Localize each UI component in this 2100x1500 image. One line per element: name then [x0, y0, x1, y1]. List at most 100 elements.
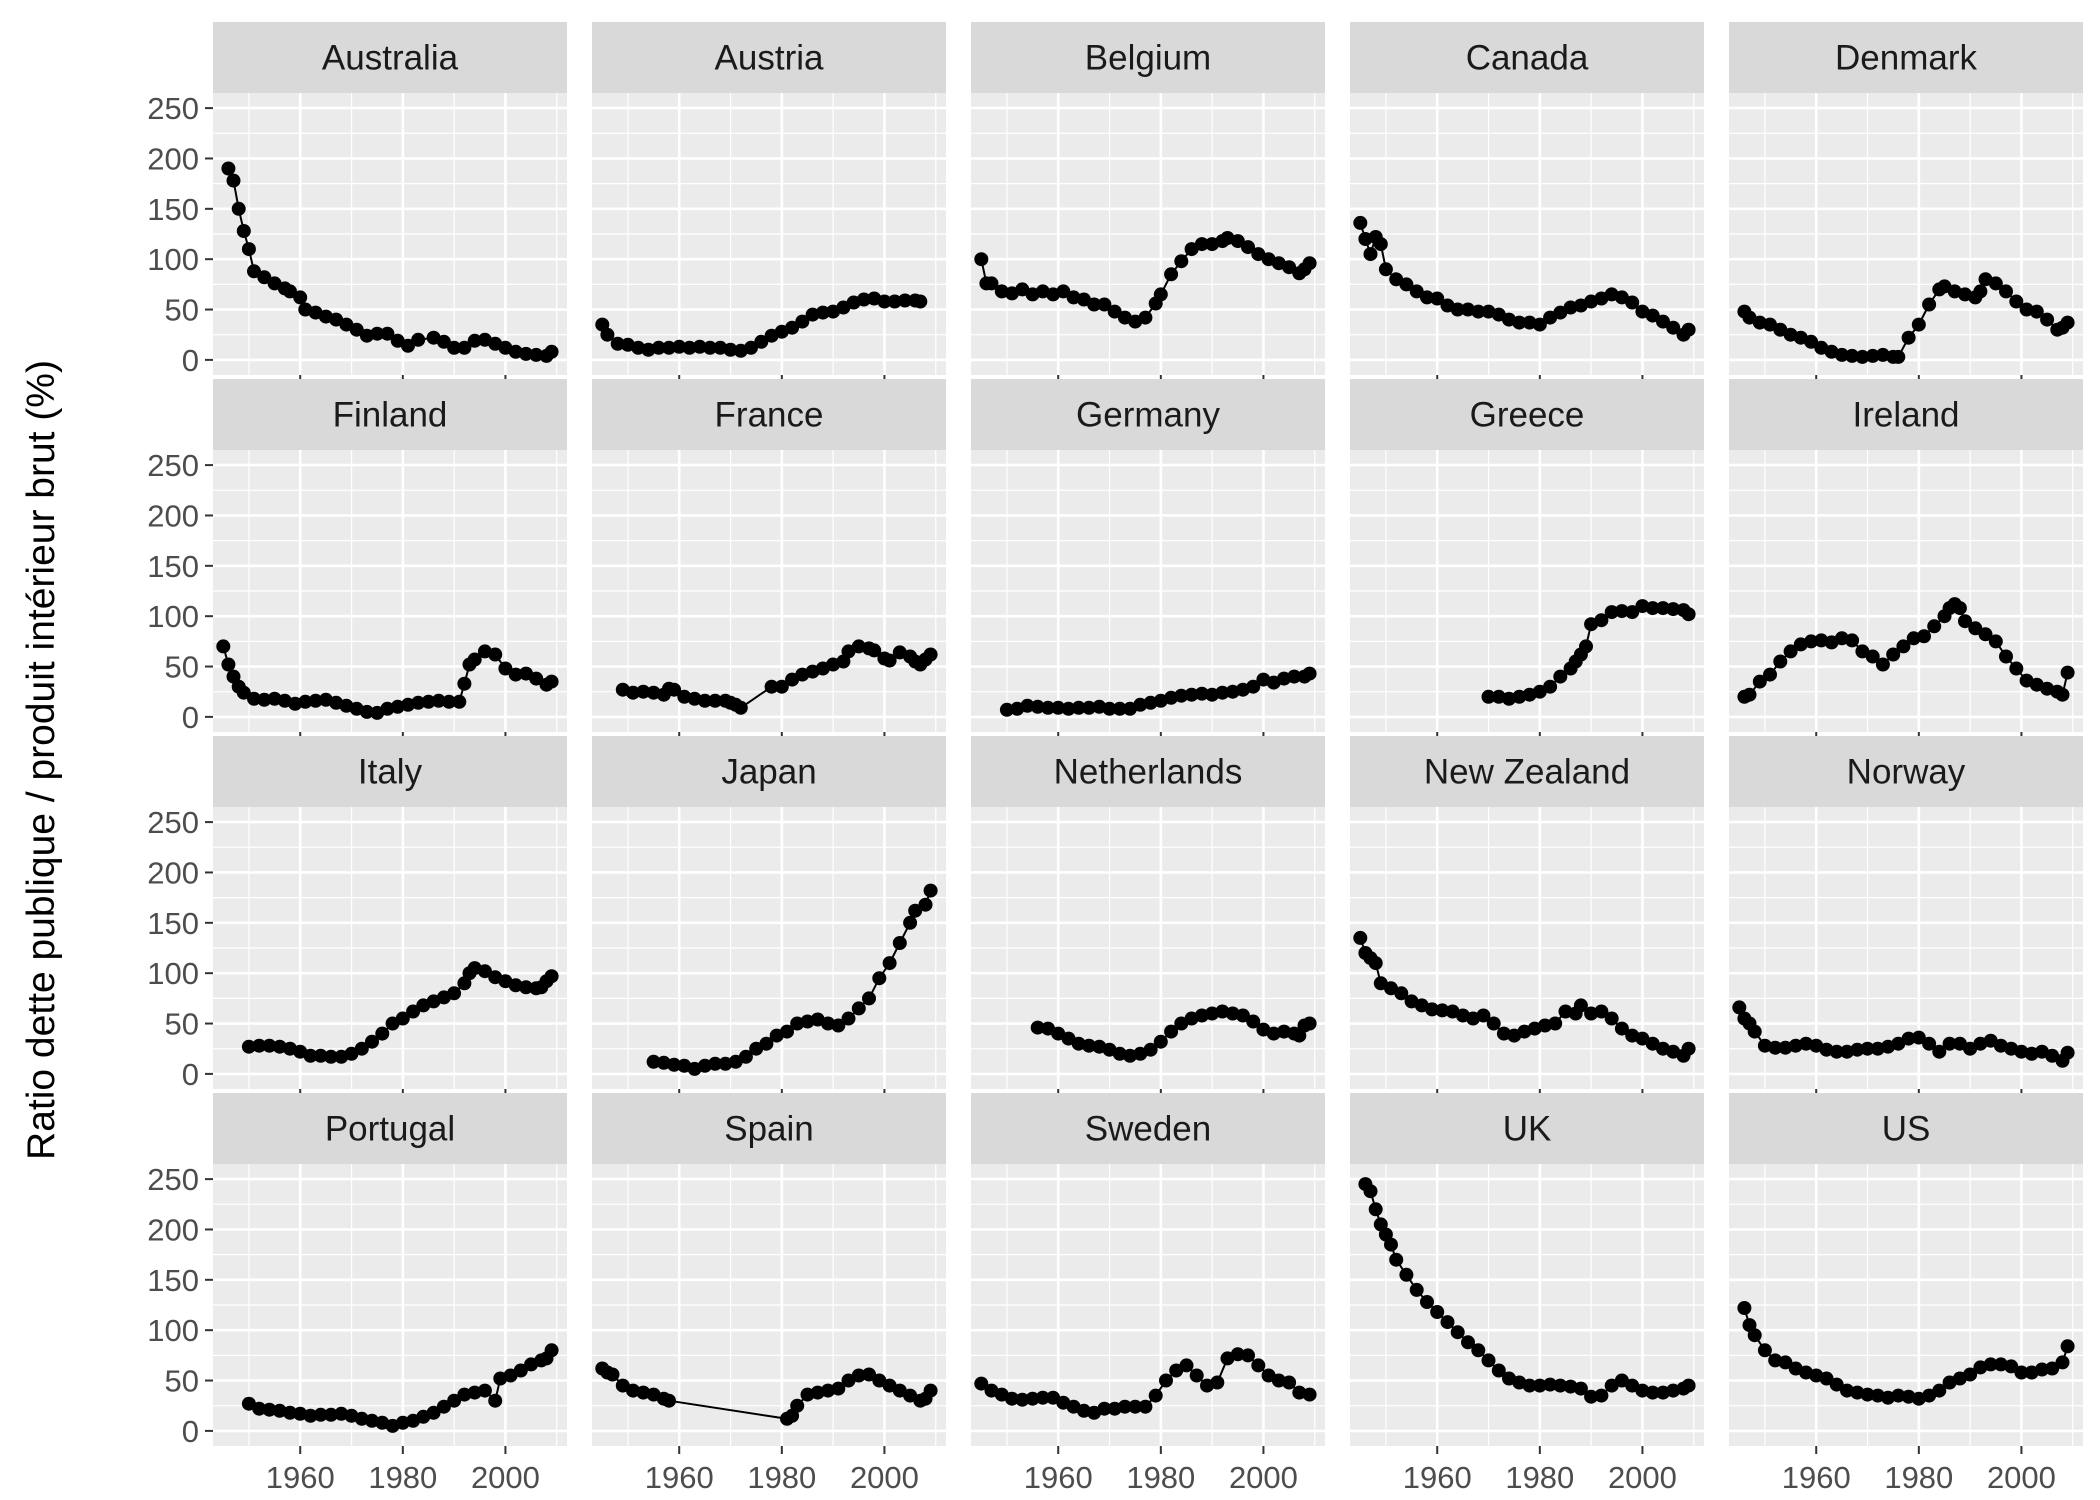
panel-belgium: Belgium: [971, 22, 1325, 383]
facet-label: France: [715, 396, 824, 435]
data-point: [1138, 1399, 1153, 1414]
data-point: [452, 694, 467, 709]
data-point: [1594, 1388, 1609, 1403]
data-point: [303, 1408, 318, 1423]
data-point: [774, 679, 789, 694]
facet-strip: [1350, 1093, 1704, 1164]
data-point: [1911, 317, 1926, 332]
data-point: [1491, 1363, 1506, 1378]
facet-label: Germany: [1076, 396, 1220, 435]
data-point: [457, 676, 472, 691]
data-point: [667, 1057, 682, 1072]
data-point: [2060, 1045, 2075, 1060]
facet-label: Netherlands: [1054, 753, 1243, 792]
data-point: [605, 1367, 620, 1382]
x-tick-label: 1960: [266, 1460, 335, 1495]
data-point: [1030, 1020, 1045, 1035]
data-point: [1082, 700, 1096, 715]
y-tick-label: 150: [147, 192, 199, 227]
x-tick-label: 1960: [1403, 1460, 1472, 1495]
y-tick-label: 150: [147, 906, 199, 941]
facet-strip: [213, 1093, 567, 1164]
data-point: [1512, 315, 1527, 330]
data-point: [738, 1049, 753, 1064]
data-point: [1573, 998, 1588, 1013]
facet-strip: [1350, 736, 1704, 807]
data-point: [241, 242, 256, 257]
data-point: [442, 694, 456, 709]
data-point: [1461, 1335, 1475, 1350]
data-point: [1287, 669, 1302, 684]
data-point: [1117, 1399, 1132, 1414]
data-point: [1901, 1031, 1916, 1046]
data-point: [662, 340, 676, 355]
panel-canada: Canada: [1350, 22, 1704, 383]
data-point: [2004, 1359, 2019, 1374]
data-point: [283, 284, 297, 299]
panel-finland: Finland 0 50 100 150 200 250: [147, 379, 567, 740]
data-point: [2009, 294, 2024, 309]
data-point: [1927, 619, 1942, 634]
data-point: [354, 1041, 369, 1056]
data-point: [1005, 1391, 1019, 1406]
y-tick-label: 200: [147, 855, 199, 890]
y-tick-label: 0: [182, 1414, 199, 1449]
y-tick-label: 100: [147, 956, 199, 991]
data-point: [1747, 1328, 1762, 1343]
data-point: [867, 643, 882, 658]
facet-strip: [971, 379, 1325, 450]
data-point: [477, 964, 492, 979]
data-point: [851, 1001, 866, 1016]
data-point: [1394, 986, 1409, 1001]
data-point: [411, 695, 426, 710]
facet-strip: [1729, 736, 2083, 807]
panel-austria: Austria: [592, 22, 946, 383]
data-point: [1164, 267, 1179, 282]
data-point: [1988, 276, 2003, 291]
data-point: [841, 1011, 856, 1026]
panel-norway: Norway: [1729, 736, 2083, 1097]
data-point: [436, 334, 451, 349]
y-tick-label: 200: [147, 141, 199, 176]
data-point: [856, 292, 871, 307]
data-point: [1420, 1295, 1434, 1309]
facet-label: UK: [1503, 1110, 1552, 1149]
data-point: [2055, 687, 2070, 702]
data-point: [872, 971, 887, 986]
data-point: [1384, 1237, 1398, 1252]
panel-ireland: Ireland: [1729, 379, 2083, 740]
data-point: [467, 333, 482, 348]
data-point: [1189, 1368, 1204, 1383]
data-point: [1737, 1301, 1752, 1315]
panel-italy: Italy 0 50 100 150 200 250: [147, 736, 567, 1097]
y-tick-label: 50: [165, 293, 199, 328]
data-point: [1210, 1375, 1225, 1390]
data-point: [1763, 667, 1777, 682]
y-tick-label: 0: [182, 343, 199, 378]
data-point: [1128, 1399, 1143, 1414]
data-point: [887, 294, 902, 309]
data-point: [1153, 287, 1168, 302]
facet-label: Canada: [1466, 39, 1589, 78]
data-point: [1215, 685, 1230, 700]
data-point: [908, 903, 923, 918]
data-point: [1020, 698, 1035, 713]
data-point: [544, 344, 559, 359]
data-point: [1373, 237, 1388, 252]
y-tick-label: 150: [147, 1263, 199, 1298]
data-point: [477, 1383, 492, 1398]
x-tick-label: 1980: [1126, 1460, 1195, 1495]
facet-strip: [1350, 379, 1704, 450]
data-point: [759, 1036, 774, 1051]
data-point: [365, 1034, 379, 1049]
data-point: [862, 991, 876, 1006]
data-point: [1625, 295, 1640, 310]
facet-strip: [592, 1093, 946, 1164]
data-point: [1604, 605, 1619, 620]
facet-strip: [592, 736, 946, 807]
data-point: [406, 1004, 421, 1019]
data-point: [1875, 657, 1890, 672]
data-point: [923, 1383, 938, 1398]
data-point: [395, 1011, 410, 1026]
data-point: [831, 1018, 846, 1033]
